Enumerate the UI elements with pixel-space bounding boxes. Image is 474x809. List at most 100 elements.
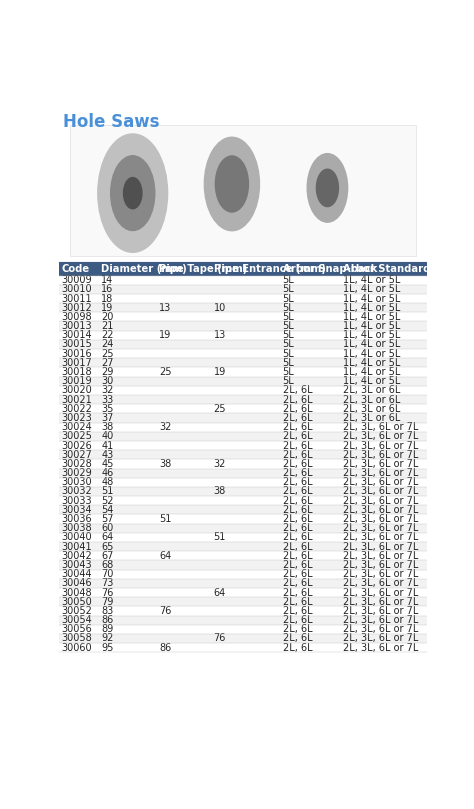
Text: 5L: 5L	[283, 303, 294, 313]
Circle shape	[204, 138, 259, 231]
Text: 1L, 4L or 5L: 1L, 4L or 5L	[343, 330, 401, 341]
Text: 2L, 3L, 6L or 7L: 2L, 3L, 6L or 7L	[343, 468, 419, 478]
Text: 30033: 30033	[62, 496, 92, 506]
Text: 2L, 6L: 2L, 6L	[283, 615, 312, 625]
Bar	[59, 395, 427, 404]
Text: 27: 27	[101, 358, 114, 368]
Text: 1L, 4L or 5L: 1L, 4L or 5L	[343, 303, 401, 313]
Circle shape	[215, 156, 248, 212]
Text: 2L, 3L, 6L or 7L: 2L, 3L, 6L or 7L	[343, 633, 419, 643]
Bar	[59, 340, 427, 349]
Text: 5L: 5L	[283, 321, 294, 331]
Text: 1L, 4L or 5L: 1L, 4L or 5L	[343, 358, 401, 368]
Text: 2L, 3L, 6L or 7L: 2L, 3L, 6L or 7L	[343, 486, 419, 497]
Text: 2L, 6L: 2L, 6L	[283, 486, 312, 497]
Text: 2L, 6L: 2L, 6L	[283, 551, 312, 561]
Text: 51: 51	[159, 514, 172, 524]
Text: 30056: 30056	[62, 625, 92, 634]
Text: 86: 86	[159, 642, 172, 653]
Text: 30043: 30043	[62, 560, 92, 570]
Text: 30024: 30024	[62, 422, 92, 432]
Text: 2L, 3L, 6L or 7L: 2L, 3L, 6L or 7L	[343, 422, 419, 432]
Text: 2L, 6L: 2L, 6L	[283, 477, 312, 487]
Bar	[59, 542, 427, 551]
Text: 2L, 3L, 6L or 7L: 2L, 3L, 6L or 7L	[343, 523, 419, 533]
Text: 2L, 6L: 2L, 6L	[283, 560, 312, 570]
Text: 5L: 5L	[283, 312, 294, 322]
Text: 2L, 6L: 2L, 6L	[283, 468, 312, 478]
Text: 2L, 6L: 2L, 6L	[283, 532, 312, 542]
Text: 2L, 3L, 6L or 7L: 2L, 3L, 6L or 7L	[343, 532, 419, 542]
Text: 30048: 30048	[62, 587, 92, 598]
Text: 5L: 5L	[283, 275, 294, 285]
Circle shape	[98, 134, 168, 252]
Text: 30022: 30022	[62, 404, 92, 413]
Bar	[59, 441, 427, 450]
Text: 30021: 30021	[62, 395, 92, 404]
Text: 45: 45	[101, 459, 113, 469]
Text: 13: 13	[213, 330, 226, 341]
Text: 22: 22	[101, 330, 114, 341]
Text: 2L, 6L: 2L, 6L	[283, 541, 312, 552]
Bar	[59, 312, 427, 321]
Bar	[59, 487, 427, 496]
Text: 30041: 30041	[62, 541, 92, 552]
Text: 30020: 30020	[62, 385, 92, 396]
Text: 2L, 6L: 2L, 6L	[283, 413, 312, 423]
Text: 10: 10	[213, 303, 226, 313]
Text: 32: 32	[159, 422, 172, 432]
Text: 21: 21	[101, 321, 113, 331]
Text: 64: 64	[213, 587, 226, 598]
Text: 38: 38	[159, 459, 172, 469]
Text: 18: 18	[101, 294, 113, 303]
Text: 2L, 3L, 6L or 7L: 2L, 3L, 6L or 7L	[343, 597, 419, 607]
Bar	[59, 643, 427, 652]
Text: 2L, 6L: 2L, 6L	[283, 570, 312, 579]
Text: 30029: 30029	[62, 468, 92, 478]
Text: 19: 19	[101, 303, 113, 313]
Text: 30023: 30023	[62, 413, 92, 423]
Text: 2L, 3L, 6L or 7L: 2L, 3L, 6L or 7L	[343, 541, 419, 552]
Text: 32: 32	[101, 385, 113, 396]
Text: 57: 57	[101, 514, 114, 524]
Text: 30030: 30030	[62, 477, 92, 487]
Text: 2L, 3L, 6L or 7L: 2L, 3L, 6L or 7L	[343, 551, 419, 561]
Text: 73: 73	[101, 578, 113, 588]
Text: 25: 25	[101, 349, 114, 358]
Text: 68: 68	[101, 560, 113, 570]
Bar	[59, 468, 427, 477]
Bar	[59, 588, 427, 597]
Text: 5L: 5L	[283, 340, 294, 349]
Text: 2L, 6L: 2L, 6L	[283, 450, 312, 460]
Text: 2L, 6L: 2L, 6L	[283, 385, 312, 396]
Bar	[59, 413, 427, 422]
Text: 2L, 3L, 6L or 7L: 2L, 3L, 6L or 7L	[343, 615, 419, 625]
Text: 1L, 4L or 5L: 1L, 4L or 5L	[343, 284, 401, 294]
Text: 30050: 30050	[62, 597, 92, 607]
Text: Pipe Entrance (mm): Pipe Entrance (mm)	[213, 264, 326, 274]
Text: 95: 95	[101, 642, 113, 653]
Text: 70: 70	[101, 570, 113, 579]
Bar	[59, 460, 427, 468]
Text: 40: 40	[101, 431, 113, 442]
Text: 2L, 3L, 6L or 7L: 2L, 3L, 6L or 7L	[343, 578, 419, 588]
Text: 24: 24	[101, 340, 113, 349]
Text: 30027: 30027	[62, 450, 92, 460]
Text: 2L, 6L: 2L, 6L	[283, 523, 312, 533]
Text: 2L, 3L or 6L: 2L, 3L or 6L	[343, 395, 401, 404]
Bar	[59, 634, 427, 643]
Text: 2L, 3L, 6L or 7L: 2L, 3L, 6L or 7L	[343, 587, 419, 598]
Text: 76: 76	[101, 587, 113, 598]
Text: Hole Saws: Hole Saws	[63, 112, 159, 130]
Text: 2L, 6L: 2L, 6L	[283, 625, 312, 634]
Text: 19: 19	[213, 367, 226, 377]
Text: 41: 41	[101, 441, 113, 451]
Bar	[59, 285, 427, 294]
Text: 30014: 30014	[62, 330, 92, 341]
Text: 30028: 30028	[62, 459, 92, 469]
Text: Pipe Tape (mm): Pipe Tape (mm)	[159, 264, 247, 274]
Text: 2L, 6L: 2L, 6L	[283, 597, 312, 607]
Text: 2L, 3L or 6L: 2L, 3L or 6L	[343, 404, 401, 413]
Text: 2L, 3L, 6L or 7L: 2L, 3L, 6L or 7L	[343, 477, 419, 487]
Bar	[59, 331, 427, 340]
